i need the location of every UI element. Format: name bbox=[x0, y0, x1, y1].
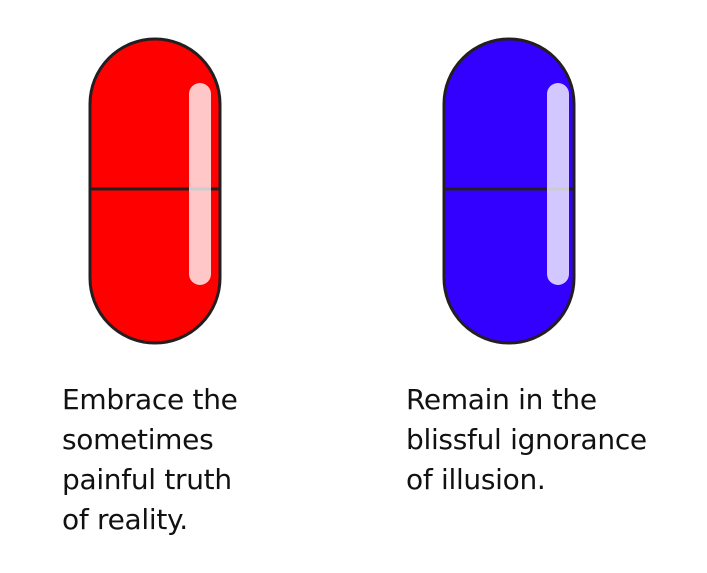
blue-caption-line-1: Remain in the bbox=[406, 383, 597, 416]
red-caption-line-2: sometimes bbox=[62, 423, 214, 456]
blue-caption-line-3: of illusion. bbox=[406, 463, 546, 496]
red-pill[interactable] bbox=[88, 37, 222, 345]
red-pill-highlight bbox=[189, 83, 211, 285]
red-caption-line-1: Embrace the bbox=[62, 383, 238, 416]
blue-pill-body bbox=[442, 37, 576, 345]
red-pill-caption: Embrace the sometimes painful truth of r… bbox=[62, 380, 322, 540]
blue-pill[interactable] bbox=[442, 37, 576, 345]
blue-pill-highlight bbox=[547, 83, 569, 285]
blue-pill-caption: Remain in the blissful ignorance of illu… bbox=[406, 380, 696, 500]
red-pill-body bbox=[88, 37, 222, 345]
red-caption-line-4: of reality. bbox=[62, 503, 188, 536]
red-caption-line-3: painful truth bbox=[62, 463, 232, 496]
blue-caption-line-2: blissful ignorance bbox=[406, 423, 647, 456]
